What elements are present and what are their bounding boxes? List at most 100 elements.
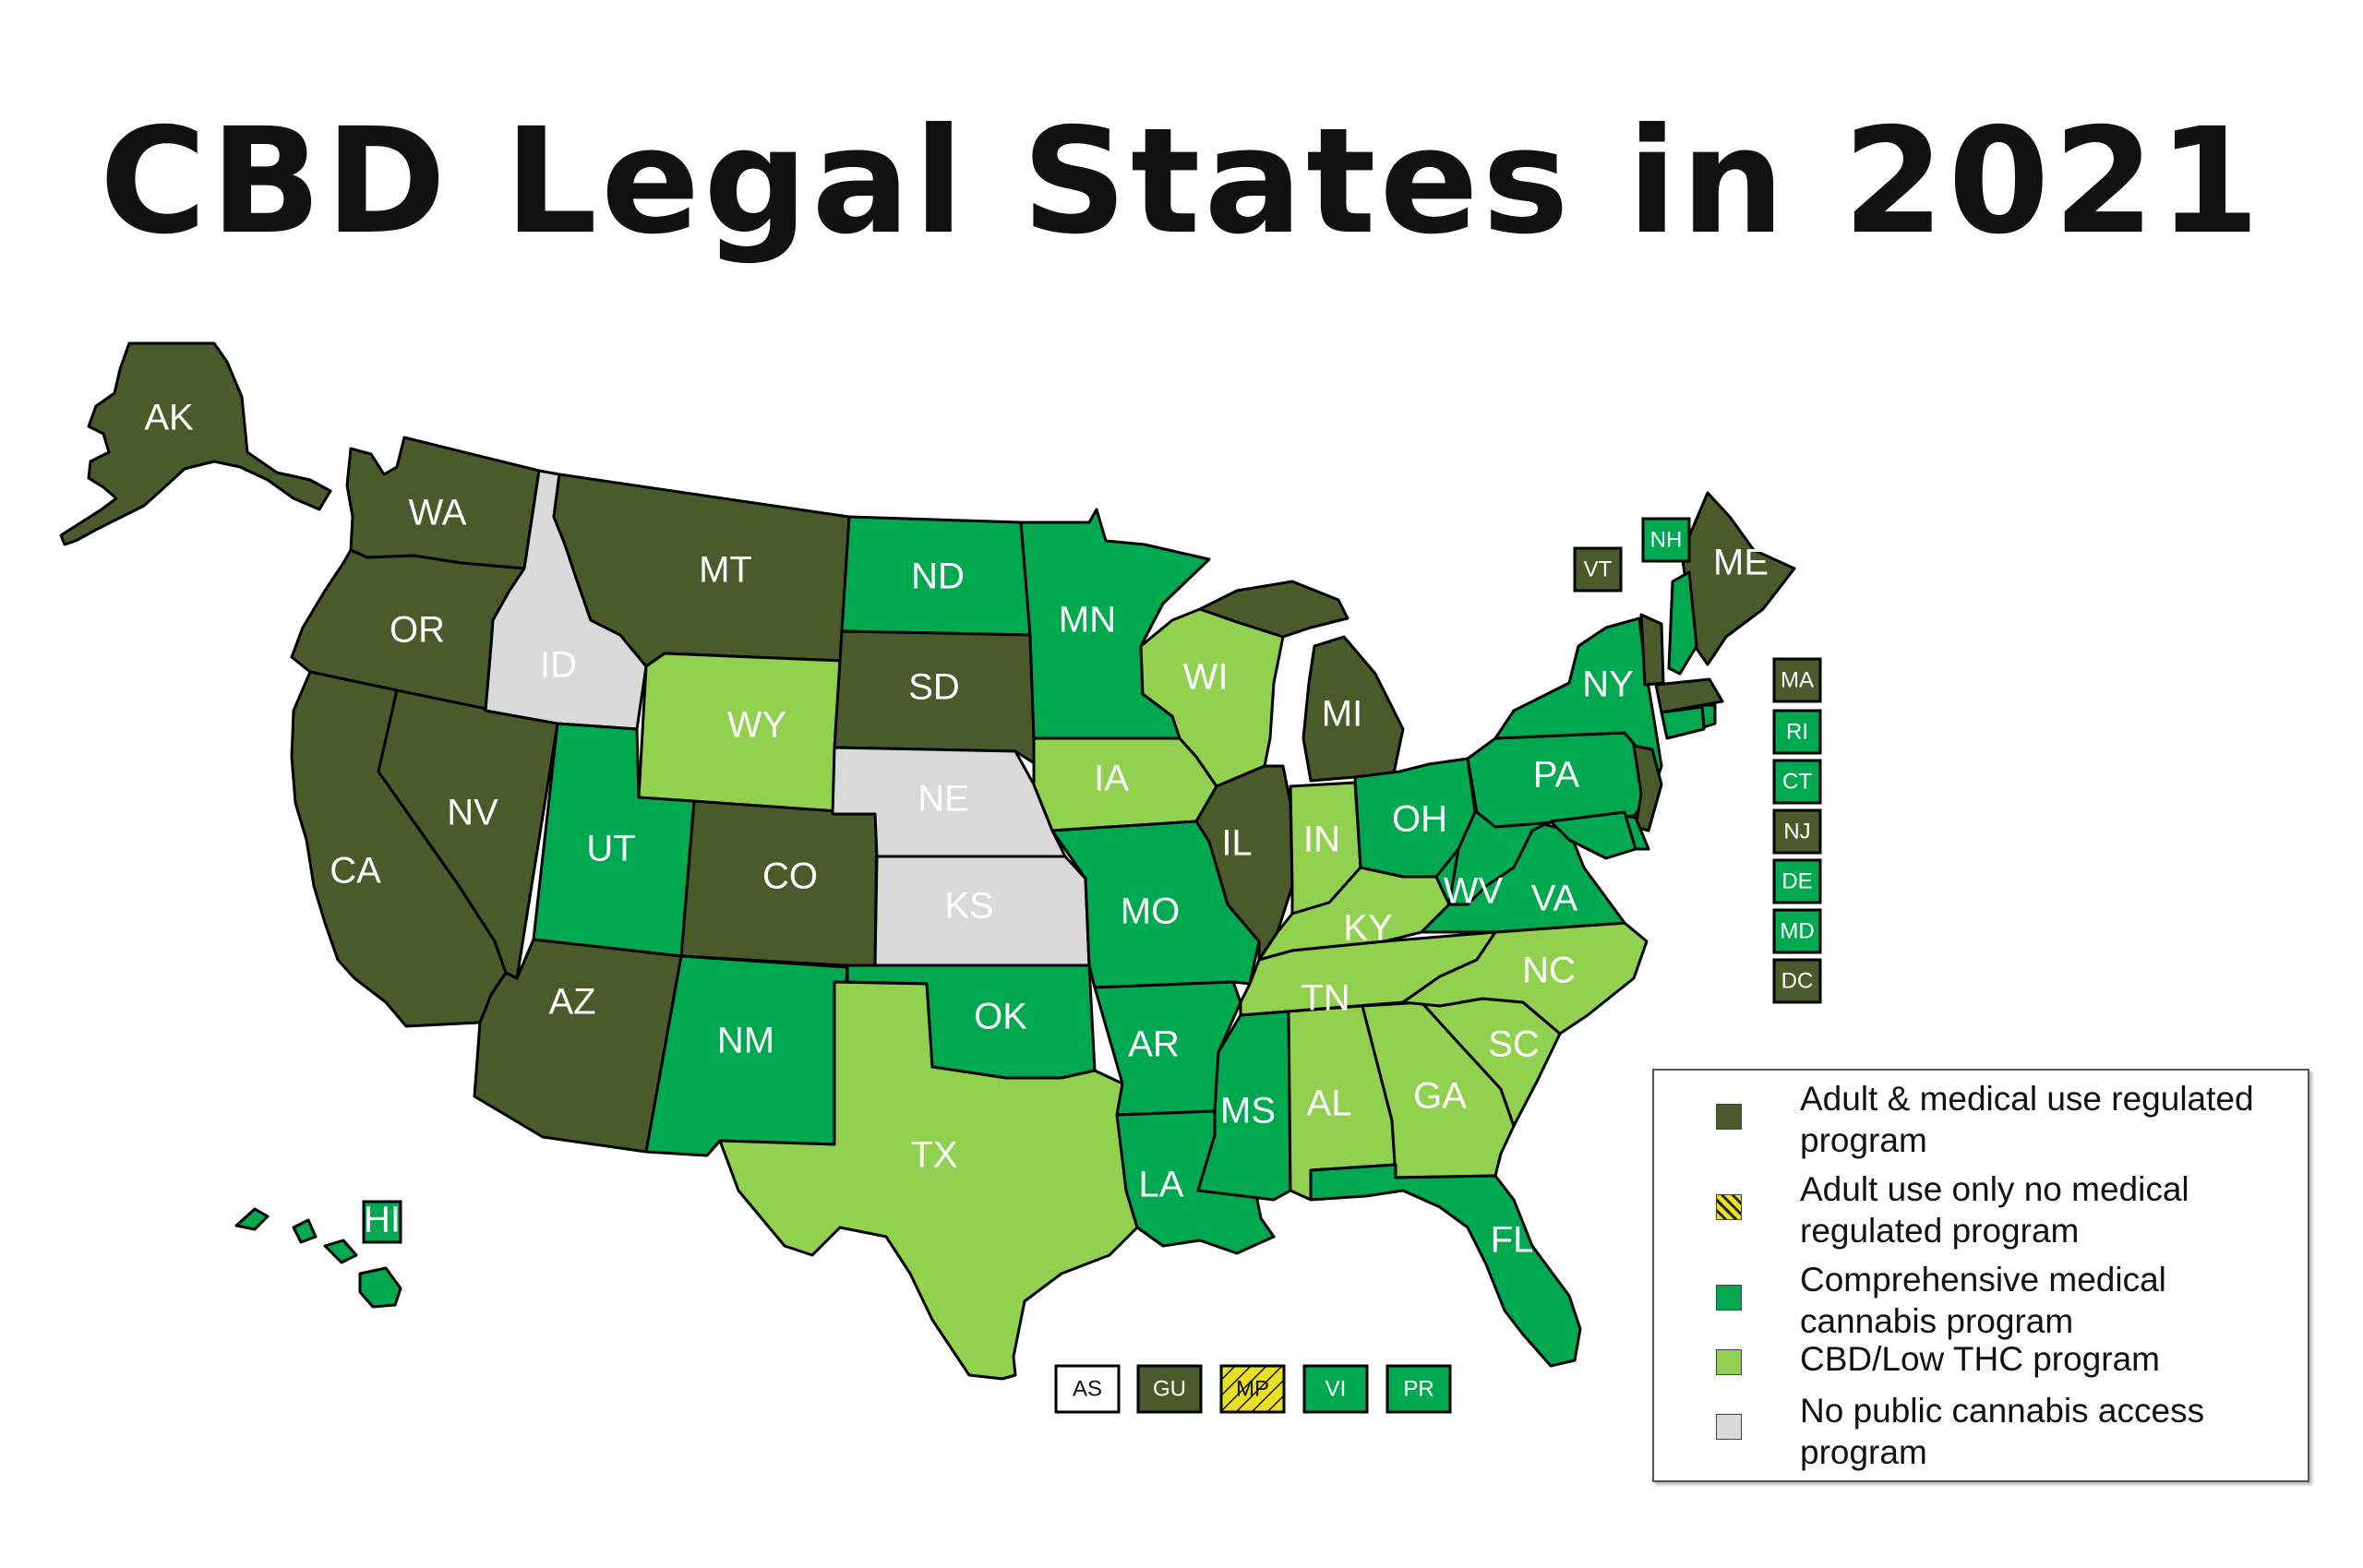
territory-vi: VI xyxy=(1302,1364,1369,1414)
state-label-me: ME xyxy=(1713,543,1769,583)
callout-vt: VT xyxy=(1573,546,1623,592)
callout-ct: CT xyxy=(1772,759,1822,805)
legend-label-comprehensive-medical: Comprehensive medical cannabis program xyxy=(1800,1261,2166,1340)
hi-label-box xyxy=(362,1200,402,1244)
state-label-ak: AK xyxy=(144,398,194,438)
legend-swatch-cbd-low-thc xyxy=(1716,1349,1742,1375)
state-label-hi: HI xyxy=(364,1200,401,1240)
territory-gu: GU xyxy=(1136,1364,1203,1414)
state-label-nm: NM xyxy=(717,1021,774,1061)
page-title: CBD Legal States in 2021 xyxy=(99,97,2264,267)
state-label-sc: SC xyxy=(1488,1024,1540,1065)
territory-label-as: AS xyxy=(1073,1376,1102,1401)
state-nc xyxy=(1401,921,1649,1035)
state-fl xyxy=(1309,1163,1582,1368)
callout-box xyxy=(1772,709,1822,755)
callout-box xyxy=(1772,908,1822,954)
state-label-ne: NE xyxy=(918,779,969,820)
territory-box xyxy=(1385,1364,1452,1414)
callout-md: MD xyxy=(1772,908,1822,954)
state-label-id: ID xyxy=(540,645,577,686)
territory-mp: MP xyxy=(1219,1364,1286,1414)
state-label-wy: WY xyxy=(727,705,786,746)
callout-box xyxy=(1573,546,1623,592)
callout-label-ma: MA xyxy=(1781,667,1814,692)
state-label-wv: WV xyxy=(1444,871,1504,912)
state-label-al: AL xyxy=(1307,1083,1352,1124)
state-label-la: LA xyxy=(1139,1165,1184,1205)
state-label-ks: KS xyxy=(944,886,993,927)
state-label-tx: TX xyxy=(910,1135,957,1176)
state-label-ok: OK xyxy=(974,997,1027,1037)
territory-label-vi: VI xyxy=(1325,1376,1347,1401)
territory-label-pr: PR xyxy=(1403,1376,1433,1401)
state-ak xyxy=(59,341,332,546)
territory-label-mp: MP xyxy=(1236,1376,1269,1401)
state-label-tn: TN xyxy=(1301,978,1349,1019)
state-label-nc: NC xyxy=(1522,951,1576,991)
state-label-or: OR xyxy=(390,610,445,651)
state-sd xyxy=(833,629,1038,766)
callout-label-ri: RI xyxy=(1786,719,1808,744)
state-md xyxy=(1549,810,1637,860)
state-label-nd: ND xyxy=(911,557,965,597)
callout-label-de: DE xyxy=(1781,868,1812,893)
state-label-wi: WI xyxy=(1183,657,1229,698)
territory-pr: PR xyxy=(1385,1364,1452,1414)
state-label-ca: CA xyxy=(330,851,381,892)
callout-label-md: MD xyxy=(1780,918,1814,943)
legend-swatch-adult-only xyxy=(1716,1194,1742,1220)
state-label-fl: FL xyxy=(1491,1220,1534,1261)
callout-label-vt: VT xyxy=(1584,557,1613,581)
map-legend: Adult & medical use regulated program Adu… xyxy=(1652,1069,2309,1482)
territory-as: AS xyxy=(1054,1364,1121,1414)
territory-box xyxy=(1054,1364,1121,1414)
state-label-in: IN xyxy=(1303,820,1340,860)
state-label-sd: SD xyxy=(908,667,960,708)
state-label-ar: AR xyxy=(1128,1024,1180,1065)
callout-de: DE xyxy=(1772,858,1822,904)
state-hi xyxy=(234,1207,402,1309)
territory-box xyxy=(1302,1364,1369,1414)
state-label-az: AZ xyxy=(548,982,595,1023)
state-label-oh: OH xyxy=(1392,799,1447,840)
state-vt xyxy=(1639,613,1665,687)
state-label-va: VA xyxy=(1531,879,1578,919)
callout-label-nj: NJ xyxy=(1783,819,1810,844)
state-ct xyxy=(1660,705,1706,740)
callout-label-ct: CT xyxy=(1782,769,1812,794)
state-label-pa: PA xyxy=(1533,755,1580,796)
state-label-ms: MS xyxy=(1220,1091,1276,1131)
callout-box xyxy=(1641,517,1691,563)
legend-swatch-comprehensive-medical xyxy=(1716,1285,1742,1311)
territory-box xyxy=(1136,1364,1203,1414)
state-label-ky: KY xyxy=(1343,908,1392,949)
state-label-mt: MT xyxy=(699,550,752,591)
state-nh xyxy=(1667,570,1698,676)
callout-box xyxy=(1772,657,1822,703)
legend-label-no-program: No public cannabis access program xyxy=(1800,1392,2205,1471)
territory-label-gu: GU xyxy=(1153,1376,1186,1401)
state-me xyxy=(1680,491,1796,666)
state-label-ut: UT xyxy=(586,829,635,869)
callout-box xyxy=(1772,858,1822,904)
callout-ma: MA xyxy=(1772,657,1822,703)
state-label-wa: WA xyxy=(409,493,467,533)
legend-label-adult-only: Adult use only no medical regulated prog… xyxy=(1800,1170,2189,1250)
state-label-ny: NY xyxy=(1582,664,1634,705)
state-label-co: CO xyxy=(762,856,818,897)
state-label-mo: MO xyxy=(1121,892,1180,932)
state-label-ia: IA xyxy=(1094,759,1129,799)
callout-label-nh: NH xyxy=(1650,527,1683,552)
callout-dc: DC xyxy=(1772,958,1822,1004)
state-nj xyxy=(1632,744,1663,832)
callout-nh: NH xyxy=(1641,517,1691,563)
state-label-mn: MN xyxy=(1059,600,1116,640)
legend-swatch-no-program xyxy=(1716,1414,1742,1440)
callout-nj: NJ xyxy=(1772,808,1822,855)
state-nv xyxy=(377,688,559,980)
territory-box xyxy=(1219,1364,1286,1414)
legend-swatch-adult-medical xyxy=(1716,1104,1742,1130)
state-label-mi: MI xyxy=(1322,694,1362,735)
